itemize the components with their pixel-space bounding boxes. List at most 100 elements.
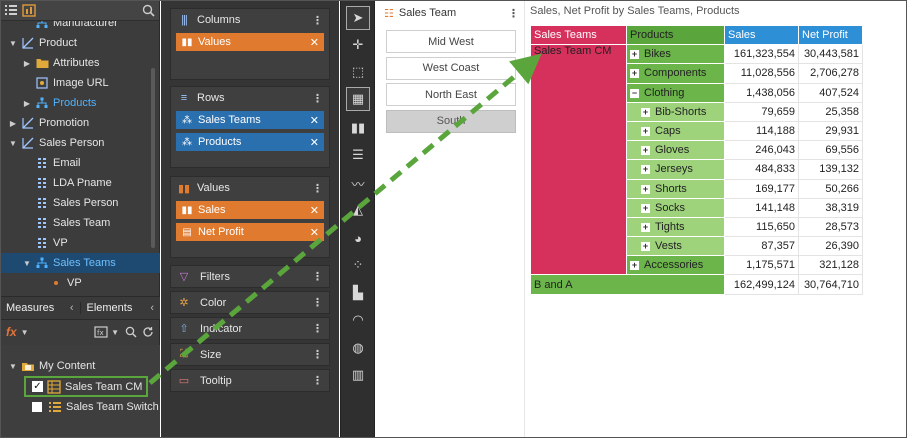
expand-plus-icon[interactable]: + xyxy=(630,49,639,60)
slicer-item[interactable]: North East xyxy=(386,83,516,106)
cell-net-profit[interactable]: 38,319 xyxy=(798,197,863,218)
slicer-item[interactable]: Mid West xyxy=(386,30,516,53)
remove-icon[interactable]: ✕ xyxy=(309,114,319,127)
cell-net-profit[interactable]: 139,132 xyxy=(798,159,863,180)
tree-item[interactable]: Manufacturer xyxy=(0,21,160,33)
function-icon[interactable]: fx xyxy=(6,325,17,339)
expand-plus-icon[interactable]: + xyxy=(641,164,650,175)
expand-down-icon[interactable]: ▼ xyxy=(9,138,17,148)
cell-sales[interactable]: 246,043 xyxy=(724,140,799,161)
chevron-left-icon[interactable]: ‹ xyxy=(150,302,154,314)
header-sales[interactable]: Sales xyxy=(724,24,799,46)
collapse-minus-icon[interactable]: − xyxy=(630,87,639,98)
cell-sales[interactable]: 169,177 xyxy=(724,178,799,199)
tab-measures[interactable]: Measures ‹ xyxy=(0,302,80,314)
indicator-well[interactable]: ⇧ Indicator ⋮ xyxy=(170,317,330,340)
header-net-profit[interactable]: Net Profit xyxy=(798,24,863,46)
tree-item[interactable]: ▼ Sales Teams xyxy=(0,253,160,273)
cell-sales[interactable]: 87,357 xyxy=(724,236,799,257)
more-options-icon[interactable]: ⋮ xyxy=(312,14,323,27)
cell-sales[interactable]: 161,323,554 xyxy=(724,44,799,65)
tree-scrollbar[interactable] xyxy=(151,68,155,248)
add-visual-icon[interactable]: ✛ xyxy=(352,37,364,52)
row-header-product[interactable]: + Gloves xyxy=(626,140,725,161)
expand-down-icon[interactable]: ▼ xyxy=(23,258,31,268)
color-well[interactable]: ✲ Color ⋮ xyxy=(170,291,330,314)
chevron-left-icon[interactable]: ‹ xyxy=(69,302,74,314)
cell-net-profit[interactable]: 26,390 xyxy=(798,236,863,257)
pie-chart-icon[interactable]: ◕ xyxy=(354,230,362,246)
cell-net-profit[interactable]: 28,573 xyxy=(798,216,863,238)
expand-right-icon[interactable]: ▶ xyxy=(23,58,31,68)
total-sales[interactable]: 162,499,124 xyxy=(724,274,799,295)
tree-item[interactable]: ▼ Sales Person xyxy=(0,133,160,153)
row-header-product[interactable]: + Tights xyxy=(626,216,725,238)
row-header-product[interactable]: + Caps xyxy=(626,120,725,142)
cell-net-profit[interactable]: 29,931 xyxy=(798,120,863,142)
tree-item[interactable]: ▶ Attributes xyxy=(0,53,160,73)
cell-sales[interactable]: 141,148 xyxy=(724,197,799,218)
gauge-icon[interactable]: ◠ xyxy=(352,312,364,327)
columns-well[interactable]: ||| Columns ⋮ ▮▮ Values ✕ xyxy=(170,8,330,80)
expand-plus-icon[interactable]: + xyxy=(641,202,650,213)
header-products[interactable]: Products xyxy=(626,24,725,46)
cell-sales[interactable]: 484,833 xyxy=(724,159,799,180)
line-chart-icon[interactable]: 〰 xyxy=(351,176,365,192)
row-header-product[interactable]: + Components xyxy=(626,63,725,84)
slicer-item[interactable]: West Coast xyxy=(386,56,516,80)
more-options-icon[interactable]: ⋮ xyxy=(312,375,323,387)
total-net-profit[interactable]: 30,764,710 xyxy=(798,274,863,295)
more-options-icon[interactable]: ⋮ xyxy=(508,7,519,20)
filters-well[interactable]: ▽ Filters ⋮ xyxy=(170,265,330,288)
dropdown-icon[interactable]: ▼ xyxy=(20,327,29,337)
expand-plus-icon[interactable]: + xyxy=(641,106,650,117)
header-sales-teams[interactable]: Sales Teams xyxy=(530,24,627,46)
content-item-sales-team-cm[interactable]: ✓ Sales Team CM xyxy=(24,376,148,397)
row-header-product[interactable]: + Shorts xyxy=(626,178,725,199)
cell-net-profit[interactable]: 69,556 xyxy=(798,140,863,161)
size-well[interactable]: ⛶ Size ⋮ xyxy=(170,343,330,366)
expand-right-icon[interactable]: ▶ xyxy=(9,118,17,128)
cell-net-profit[interactable]: 407,524 xyxy=(798,82,863,103)
treemap-icon[interactable]: ▙ xyxy=(353,285,363,300)
refresh-icon[interactable] xyxy=(142,326,154,338)
remove-icon[interactable]: ✕ xyxy=(309,136,319,149)
more-options-icon[interactable]: ⋮ xyxy=(312,182,323,195)
chip-values[interactable]: ▮▮ Values ✕ xyxy=(176,33,324,51)
select-pointer-icon[interactable]: ➤ xyxy=(346,6,370,30)
search-icon[interactable] xyxy=(142,4,155,17)
tree-item[interactable]: Image URL xyxy=(0,73,160,93)
more-options-icon[interactable]: ⋮ xyxy=(312,271,323,283)
row-header-product[interactable]: + Jerseys xyxy=(626,159,725,180)
expand-plus-icon[interactable]: + xyxy=(641,221,650,232)
list-view-icon[interactable] xyxy=(4,3,18,17)
my-content-root[interactable]: ▼ My Content xyxy=(0,356,160,376)
total-label[interactable]: B and A xyxy=(530,274,725,295)
row-header-product[interactable]: − Clothing xyxy=(626,82,725,103)
column-chart-icon[interactable]: ▮▮ xyxy=(350,120,366,135)
tree-item[interactable]: ▶ Promotion xyxy=(0,113,160,133)
cube-view-icon[interactable] xyxy=(22,3,36,17)
cell-net-profit[interactable]: 321,128 xyxy=(798,255,863,276)
row-header-product[interactable]: + Bib-Shorts xyxy=(626,101,725,122)
chip-products[interactable]: ⁂ Products ✕ xyxy=(176,133,324,151)
checkbox-checked-icon[interactable]: ✓ xyxy=(32,381,43,392)
cell-sales[interactable]: 114,188 xyxy=(724,120,799,142)
cell-sales[interactable]: 11,028,556 xyxy=(724,63,799,84)
checkbox-unchecked-icon[interactable] xyxy=(32,402,42,412)
cell-sales[interactable]: 1,175,571 xyxy=(724,255,799,276)
tree-item[interactable]: ▼ Product xyxy=(0,33,160,53)
tree-item[interactable]: VP xyxy=(0,273,160,293)
expand-plus-icon[interactable]: + xyxy=(641,183,650,194)
tooltip-well[interactable]: ▭ Tooltip ⋮ xyxy=(170,369,330,392)
cell-net-profit[interactable]: 50,266 xyxy=(798,178,863,199)
search-icon[interactable] xyxy=(125,326,137,338)
marquee-select-icon[interactable]: ⬚ xyxy=(351,64,365,79)
values-well[interactable]: ▮▮ Values ⋮ ▮▮ Sales ✕ ▤ Net Profit ✕ xyxy=(170,176,330,258)
more-options-icon[interactable]: ⋮ xyxy=(312,323,323,335)
slicer-item[interactable]: South xyxy=(386,109,516,133)
remove-icon[interactable]: ✕ xyxy=(309,226,319,239)
expand-plus-icon[interactable]: + xyxy=(641,241,650,252)
row-header-sales-team[interactable]: Sales Team CM xyxy=(530,44,627,276)
grid-visual-icon[interactable]: ▦ xyxy=(346,87,370,111)
